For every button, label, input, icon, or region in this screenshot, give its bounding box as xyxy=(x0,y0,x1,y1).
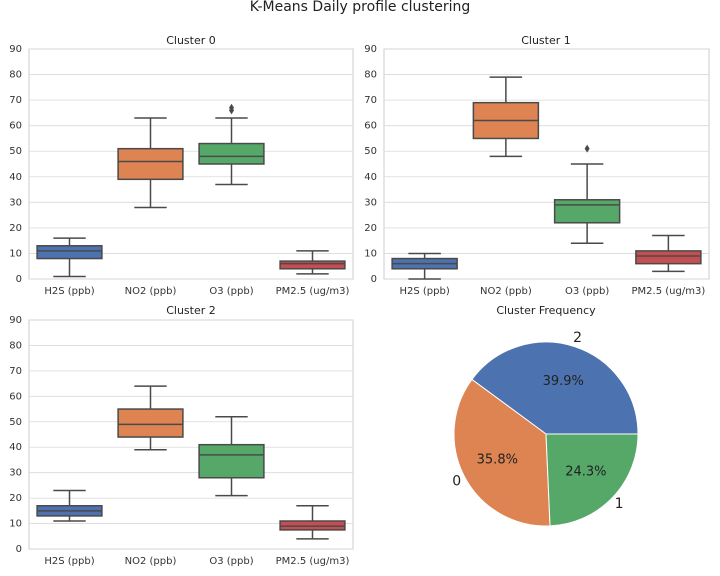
x-tick-label: O3 (ppb) xyxy=(565,286,609,297)
y-tick-label: 60 xyxy=(9,121,22,132)
box-1 xyxy=(117,385,184,451)
iqr-box xyxy=(279,260,346,270)
panel-title-cluster-1: Cluster 1 xyxy=(521,34,571,47)
x-tick-label: H2S (ppb) xyxy=(44,556,94,567)
iqr-box xyxy=(635,250,702,265)
pie-slice-0 xyxy=(453,378,551,527)
pie-slice-label: 1 xyxy=(615,496,624,512)
x-tick-label: NO2 (ppb) xyxy=(125,286,177,297)
y-tick-label: 30 xyxy=(9,468,22,479)
pie-cluster-frequency: Cluster Frequency 39.9% 2 35.8% 0 24.3% 1 xyxy=(452,304,639,527)
panel-title-cluster-2: Cluster 2 xyxy=(166,304,216,317)
y-tick-label: 90 xyxy=(9,44,22,55)
y-tick-label: 60 xyxy=(9,391,22,402)
box-0 xyxy=(36,237,103,278)
box-3 xyxy=(279,504,346,540)
y-tick-label: 50 xyxy=(364,146,377,157)
y-tick-label: 50 xyxy=(9,417,22,428)
y-tick-label: 70 xyxy=(9,95,22,106)
panel-title-cluster-frequency: Cluster Frequency xyxy=(496,304,596,317)
boxplot-cluster-1: Cluster 1 0 10 20 30 40 50 60 70 80 90 H2S (ppb) NO… xyxy=(364,34,710,297)
pie-percent-label: 39.9% xyxy=(543,374,584,389)
outlier-point xyxy=(584,144,590,153)
y-tick-label: 80 xyxy=(9,340,22,351)
x-tick-label: PM2.5 (ug/m3) xyxy=(276,286,350,297)
plot-area xyxy=(383,48,710,280)
x-tick-label: H2S (ppb) xyxy=(399,286,449,297)
pie-percent-label: 24.3% xyxy=(565,465,606,480)
iqr-box xyxy=(198,142,265,165)
pie-slice-2 xyxy=(471,341,639,435)
y-tick-label: 40 xyxy=(9,172,22,183)
y-tick-label: 20 xyxy=(9,493,22,504)
box-0 xyxy=(36,489,103,522)
y-tick-label: 10 xyxy=(9,248,22,259)
plot-area xyxy=(28,48,354,280)
y-tick-label: 90 xyxy=(9,315,22,326)
y-tick-label: 0 xyxy=(16,544,22,555)
y-tick-label: 0 xyxy=(371,274,377,285)
y-tick-label: 10 xyxy=(364,248,377,259)
x-tick-label: PM2.5 (ug/m3) xyxy=(276,556,350,567)
box-2 xyxy=(198,103,265,186)
box-1 xyxy=(117,117,184,209)
x-tick-label: PM2.5 (ug/m3) xyxy=(632,286,706,297)
y-tick-label: 80 xyxy=(9,70,22,81)
y-tick-label: 30 xyxy=(9,197,22,208)
box-0 xyxy=(391,252,458,280)
y-tick-label: 30 xyxy=(364,197,377,208)
y-tick-label: 10 xyxy=(9,519,22,530)
box-3 xyxy=(279,250,346,275)
boxplot-cluster-2: Cluster 2 0 10 20 30 40 50 60 70 80 90 H2S (ppb) NO… xyxy=(9,304,354,567)
iqr-box xyxy=(117,408,184,438)
pie-slice-label: 0 xyxy=(452,474,461,490)
boxplot-cluster-0: Cluster 0 0 10 20 30 40 50 60 70 80 90 H2S (ppb) NO… xyxy=(9,34,354,297)
box-3 xyxy=(635,234,702,273)
box-1 xyxy=(472,76,540,158)
pie-percent-label: 35.8% xyxy=(477,452,518,467)
pie-slice-1 xyxy=(545,433,639,527)
x-tick-label: O3 (ppb) xyxy=(209,556,253,567)
y-tick-label: 40 xyxy=(364,172,377,183)
box-2 xyxy=(198,415,265,497)
pie-slice-label: 2 xyxy=(573,330,582,346)
y-tick-label: 20 xyxy=(9,223,22,234)
y-tick-label: 70 xyxy=(9,366,22,377)
y-tick-label: 70 xyxy=(364,95,377,106)
x-tick-label: O3 (ppb) xyxy=(209,286,253,297)
y-tick-label: 0 xyxy=(16,274,22,285)
y-tick-label: 90 xyxy=(364,44,377,55)
y-tick-label: 60 xyxy=(364,121,377,132)
iqr-box xyxy=(198,443,265,479)
outlier-point xyxy=(229,103,234,112)
figure-title: K-Means Daily profile clustering xyxy=(250,0,470,15)
x-tick-label: NO2 (ppb) xyxy=(125,556,177,567)
x-tick-label: H2S (ppb) xyxy=(44,286,94,297)
box-2 xyxy=(553,144,621,244)
y-tick-label: 80 xyxy=(364,70,377,81)
iqr-box xyxy=(36,245,103,260)
y-tick-label: 20 xyxy=(364,223,377,234)
panel-title-cluster-0: Cluster 0 xyxy=(166,34,216,47)
y-tick-label: 40 xyxy=(9,442,22,453)
iqr-box xyxy=(117,147,184,181)
y-tick-label: 50 xyxy=(9,146,22,157)
x-tick-label: NO2 (ppb) xyxy=(480,286,532,297)
iqr-box xyxy=(553,199,621,224)
